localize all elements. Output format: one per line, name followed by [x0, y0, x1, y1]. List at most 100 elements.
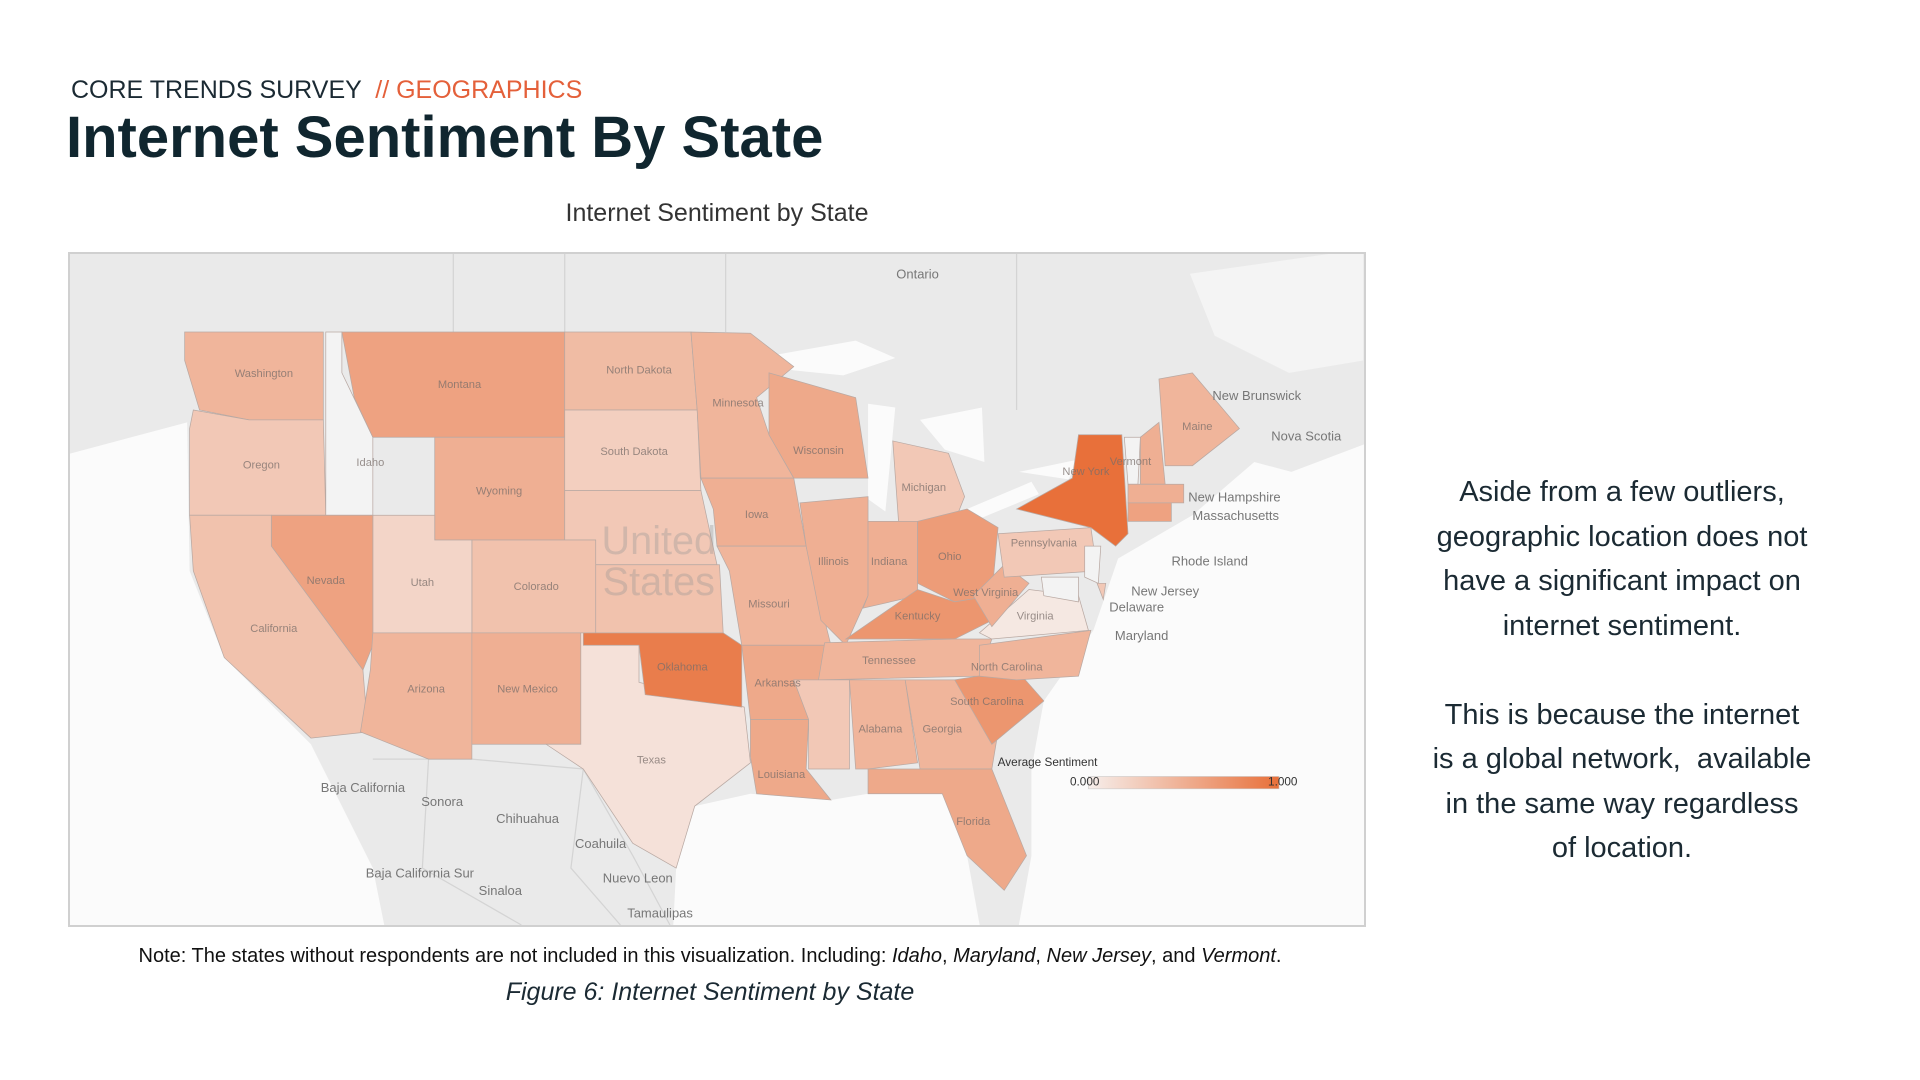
place-label: New Brunswick — [1212, 388, 1301, 403]
state-label: Georgia — [923, 723, 963, 735]
note-segment: Idaho — [891, 945, 943, 967]
note: Note: The states without respondents are… — [20, 945, 1400, 968]
note-segment: , and — [1151, 945, 1202, 967]
section-label: // GEOGRAPHICS — [375, 76, 583, 104]
text-line: Aside from a few outliers, — [1459, 476, 1785, 508]
legend: Average Sentiment 0.000 1.000 — [998, 756, 1298, 790]
place-label: New Jersey — [1131, 583, 1199, 598]
ocean — [1, 422, 398, 992]
kicker-text: CORE TRENDS SURVEY — [71, 76, 362, 104]
watermark: States — [603, 560, 715, 604]
state-label: Indiana — [871, 556, 908, 568]
note-segment: Note: The states without respondents are… — [138, 945, 892, 967]
state-label: Wyoming — [476, 486, 522, 498]
state-label: Nevada — [307, 575, 346, 587]
note-segment: New Jersey — [1046, 945, 1152, 967]
map-title: Internet Sentiment by State — [565, 199, 869, 227]
legend-tick-label: 0.000 — [1070, 776, 1100, 789]
state — [544, 632, 751, 869]
state — [793, 679, 850, 770]
state-label: Arkansas — [754, 678, 801, 690]
text-line: geographic location does not — [1436, 520, 1808, 553]
place-label: Ontario — [896, 266, 939, 281]
state-label: Kentucky — [895, 611, 941, 623]
state-label: South Carolina — [950, 696, 1024, 708]
state — [1127, 502, 1172, 522]
state — [997, 527, 1098, 578]
state-label: Ohio — [938, 551, 962, 563]
state-label: Minnesota — [712, 398, 764, 410]
state-label: Vermont — [1110, 456, 1152, 468]
place-label: Massachusetts — [1192, 508, 1279, 523]
state — [1015, 434, 1129, 547]
state — [862, 521, 918, 609]
text-line: internet sentiment. — [1502, 609, 1742, 642]
state-label: New Mexico — [497, 684, 558, 696]
state-label: Idaho — [356, 457, 384, 469]
note-segment: Maryland — [953, 945, 1036, 967]
state-label: Wisconsin — [793, 445, 844, 457]
state-label: Utah — [411, 577, 435, 589]
state-label: South Dakota — [600, 446, 668, 458]
state-label: Louisiana — [758, 769, 806, 781]
lake — [868, 403, 896, 512]
text-line: have a significant impact on — [1443, 565, 1801, 597]
legend-bar — [1088, 776, 1280, 790]
note-segment: , — [942, 945, 954, 967]
text-line: of location. — [1551, 832, 1693, 864]
place-label: Delaware — [1109, 600, 1164, 615]
state — [978, 589, 1089, 640]
place-label: Chihuahua — [496, 811, 560, 826]
text-line: in the same way regardless — [1445, 787, 1799, 820]
legend-title: Average Sentiment — [998, 756, 1098, 769]
state-label: North Dakota — [606, 364, 672, 376]
place-label: New Hampshire — [1188, 489, 1280, 504]
state — [1084, 545, 1102, 584]
place-label: Nova Scotia — [1271, 429, 1342, 444]
state — [904, 679, 999, 770]
state-label: Texas — [637, 754, 666, 766]
place-label: Coahuila — [575, 836, 627, 851]
state-label: North Carolina — [971, 661, 1044, 673]
border — [570, 768, 621, 926]
state-label: Michigan — [901, 482, 946, 494]
state-label: Iowa — [745, 509, 769, 521]
state-label: Oregon — [243, 460, 280, 472]
note-segment: Vermont — [1201, 945, 1276, 967]
state — [1127, 483, 1185, 504]
text-line: This is because the internet — [1444, 698, 1800, 731]
state — [1096, 582, 1107, 601]
place-label: Rhode Island — [1171, 554, 1248, 569]
lake — [1019, 459, 1079, 480]
gulf — [669, 793, 992, 992]
state-label: Missouri — [748, 598, 789, 610]
state — [867, 768, 1027, 891]
state — [1040, 576, 1079, 603]
place-label: Baja California — [321, 780, 406, 795]
figure-caption: Figure 6: Internet Sentiment by State — [505, 978, 915, 1006]
kicker: CORE TRENDS SURVEY // GEOGRAPHICS — [71, 76, 582, 105]
state — [849, 679, 918, 770]
place-label: Sinaloa — [479, 883, 523, 898]
state-label: Montana — [438, 379, 482, 391]
place-label: Baja California Sur — [366, 866, 475, 881]
place-label: Sonora — [421, 794, 464, 809]
state-label: Florida — [956, 816, 991, 828]
note-segment: , — [1035, 945, 1047, 967]
paragraph: Aside from a few outliers, geographic loc… — [1380, 470, 1864, 648]
state-label: New York — [1062, 466, 1109, 478]
state — [972, 564, 1030, 628]
watermark: United — [602, 519, 717, 563]
paragraph: This is because the internet is a global … — [1380, 693, 1864, 871]
state-label: West Virginia — [953, 587, 1019, 599]
state-label: Washington — [235, 368, 293, 380]
state-label: Oklahoma — [657, 661, 709, 673]
state-label: Alabama — [858, 723, 903, 735]
map-frame: United States Washington Oregon Idaho Montana… — [1, 1, 1488, 992]
border — [421, 759, 522, 926]
legend-tick-label: 1.000 — [1268, 776, 1298, 789]
page-title: Internet Sentiment By State — [66, 105, 824, 170]
